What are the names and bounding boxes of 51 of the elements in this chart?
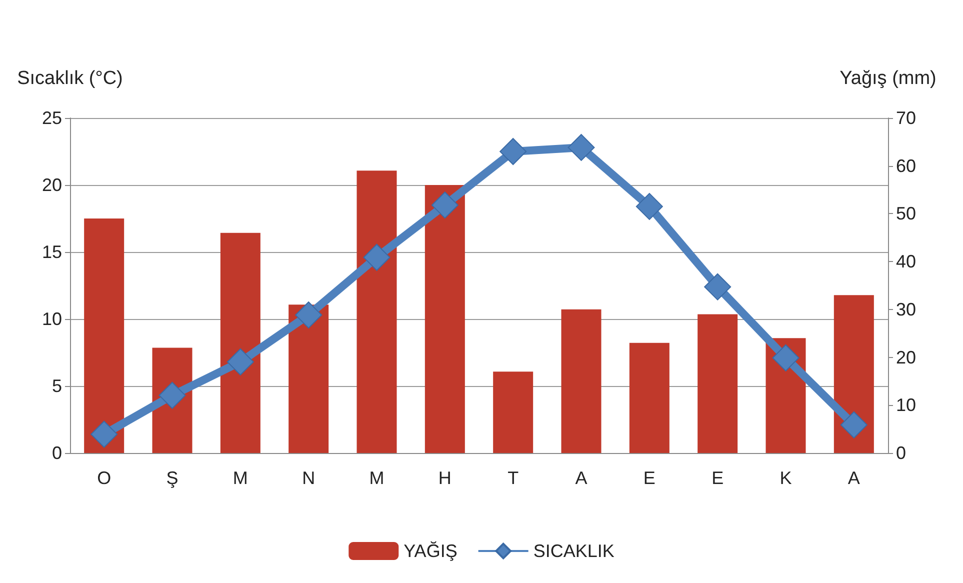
legend-label: YAĞIŞ bbox=[404, 541, 458, 561]
x-tick-label: O bbox=[97, 468, 112, 488]
point bbox=[363, 244, 390, 271]
y-axis-title: Sıcaklık (°C) bbox=[17, 68, 123, 89]
y2-tick-label: 50 bbox=[896, 204, 916, 224]
bar bbox=[561, 309, 602, 453]
x-tick-label: E bbox=[712, 468, 724, 488]
y-tick-label: 0 bbox=[52, 443, 62, 463]
y2-tick-label: 20 bbox=[896, 347, 916, 368]
point bbox=[295, 301, 322, 328]
y2-tick-label: 40 bbox=[896, 252, 916, 272]
x-tick-label: A bbox=[575, 468, 588, 488]
y2-tick-label: 10 bbox=[896, 395, 916, 416]
x-tick-label: Ş bbox=[166, 468, 178, 488]
y2-tick-label: 60 bbox=[896, 156, 916, 176]
x-tick-label: M bbox=[369, 468, 384, 488]
point bbox=[500, 138, 527, 165]
bar bbox=[834, 295, 874, 453]
x-tick-label: T bbox=[508, 468, 519, 488]
point bbox=[568, 134, 595, 161]
bar bbox=[629, 342, 670, 453]
y-tick-label: 25 bbox=[42, 108, 62, 128]
point bbox=[431, 192, 458, 219]
x-tick-label: A bbox=[848, 468, 860, 488]
point bbox=[840, 411, 868, 438]
y2-axis-title: Yağış (mm) bbox=[840, 68, 936, 89]
bar bbox=[493, 372, 534, 453]
point bbox=[636, 192, 663, 220]
bar bbox=[220, 232, 260, 453]
x-tick-label: E bbox=[643, 468, 656, 488]
y2-tick-label: 0 bbox=[896, 443, 906, 463]
point bbox=[704, 273, 732, 300]
y2-tick-label: 70 bbox=[896, 108, 916, 128]
bar bbox=[288, 304, 329, 453]
y-tick-label: 20 bbox=[42, 175, 62, 195]
point bbox=[90, 420, 118, 448]
point bbox=[772, 344, 800, 372]
y-tick-label: 15 bbox=[42, 242, 62, 262]
x-tick-label: M bbox=[232, 468, 248, 488]
bar bbox=[424, 185, 465, 453]
point bbox=[226, 348, 254, 376]
bar bbox=[84, 218, 124, 453]
x-tick-label: H bbox=[438, 468, 452, 488]
y-tick-label: 5 bbox=[52, 376, 62, 396]
y-tick-label: 10 bbox=[42, 309, 62, 329]
legend-label: SICAKLIK bbox=[533, 541, 614, 561]
bar bbox=[698, 314, 738, 453]
x-tick-label: K bbox=[780, 468, 792, 488]
bar bbox=[356, 170, 397, 453]
y2-tick-label: 30 bbox=[896, 299, 916, 320]
x-tick-label: N bbox=[302, 468, 316, 488]
